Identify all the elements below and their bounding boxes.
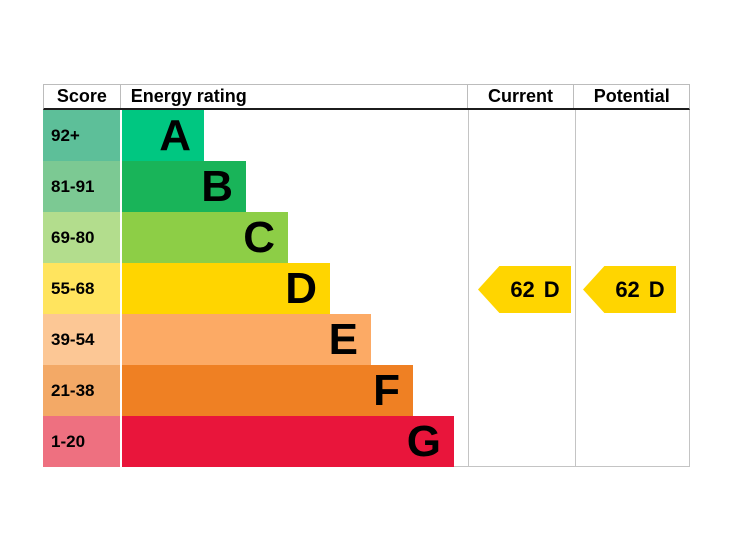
cell-divider	[120, 110, 122, 161]
band-bar: B	[122, 161, 246, 212]
band-letter: D	[285, 263, 317, 313]
band-row-c: 69-80 C	[43, 212, 690, 263]
column-header-current: Current	[468, 85, 575, 108]
cell-divider	[120, 314, 122, 365]
band-score-cell: 39-54	[43, 314, 120, 365]
band-row-f: 21-38 F	[43, 365, 690, 416]
cell-divider	[120, 416, 122, 467]
band-letter: E	[328, 314, 358, 364]
band-row-a: 92+ A	[43, 110, 690, 161]
current-value: 62	[510, 276, 535, 302]
current-letter: D	[543, 276, 560, 302]
band-score-cell: 1-20	[43, 416, 120, 467]
band-row-e: 39-54 E	[43, 314, 690, 365]
band-letter: A	[159, 110, 191, 160]
column-divider-current	[468, 110, 469, 466]
potential-value: 62	[615, 276, 640, 302]
column-header-potential: Potential	[593, 86, 670, 106]
column-divider-potential	[575, 110, 576, 466]
epc-energy-rating-chart: Score Energy rating Current Potential 92…	[43, 84, 690, 467]
band-score-cell: 92+	[43, 110, 120, 161]
table-body: 92+ A 81-91 B 69-80 C 55-68 D 39-54 E 21…	[43, 110, 690, 467]
band-bar: C	[122, 212, 288, 263]
band-bar: F	[122, 365, 413, 416]
cell-divider	[120, 365, 122, 416]
band-letter: B	[201, 161, 233, 211]
column-header-energy-rating: Energy rating	[121, 85, 468, 108]
band-bar: G	[122, 416, 454, 467]
column-header-score: Score	[44, 85, 121, 108]
band-score-cell: 81-91	[43, 161, 120, 212]
band-row-b: 81-91 B	[43, 161, 690, 212]
cell-divider	[120, 263, 122, 314]
band-score-cell: 21-38	[43, 365, 120, 416]
band-score-cell: 55-68	[43, 263, 120, 314]
table-right-border	[689, 110, 690, 466]
band-bar: E	[122, 314, 371, 365]
band-letter: F	[373, 365, 400, 415]
band-row-g: 1-20 G	[43, 416, 690, 467]
cell-divider	[120, 212, 122, 263]
current-arrow: 62 D	[478, 266, 571, 313]
band-bar: D	[122, 263, 330, 314]
band-letter: G	[406, 416, 441, 466]
potential-letter: D	[648, 276, 665, 302]
band-row-d: 55-68 D	[43, 263, 690, 314]
cell-divider	[120, 161, 122, 212]
band-letter: C	[243, 212, 275, 262]
band-bar: A	[122, 110, 204, 161]
potential-arrow: 62 D	[583, 266, 676, 313]
band-score-cell: 69-80	[43, 212, 120, 263]
table-header: Score Energy rating Current Potential	[43, 84, 690, 110]
